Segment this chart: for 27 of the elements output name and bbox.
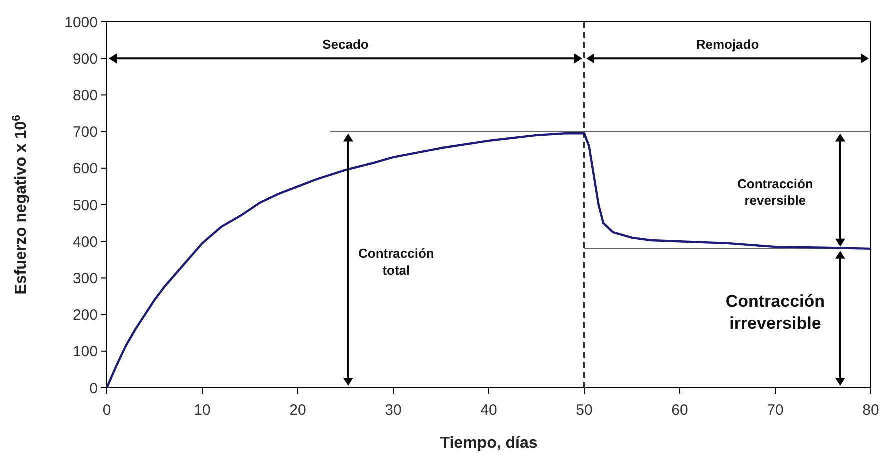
y-tick-label: 400 <box>72 234 98 251</box>
annotation: Secado <box>322 37 369 52</box>
x-tick-label: 0 <box>102 402 112 419</box>
y-tick-label: 700 <box>72 124 98 142</box>
x-tick-label: 80 <box>862 402 880 419</box>
annotation: Remojado <box>696 37 760 52</box>
y-tick-label: 800 <box>72 87 98 104</box>
y-tick-label: 500 <box>72 197 98 214</box>
y-tick-label: 0 <box>90 380 98 398</box>
y-tick-label: 600 <box>72 160 98 178</box>
y-tick-label: 100 <box>72 344 98 361</box>
y-tick-label: 900 <box>72 50 98 68</box>
y-tick-label: 200 <box>72 307 98 324</box>
y-tick-label: 1000 <box>64 14 98 32</box>
x-tick-label: 70 <box>767 402 784 419</box>
x-tick-label: 10 <box>194 402 211 419</box>
annotation: Contracción reversible <box>738 176 814 208</box>
x-tick-label: 20 <box>290 402 306 419</box>
x-tick-label: 60 <box>672 402 688 419</box>
annotation: Contracción irreversible <box>726 292 826 333</box>
line-series <box>106 132 872 390</box>
x-tick-label: 40 <box>480 402 498 419</box>
x-tick-label: 50 <box>576 402 593 419</box>
y-tick-label: 300 <box>72 270 98 288</box>
annotation: Contracción total <box>358 246 434 278</box>
x-axis-title: Tiempo, días <box>440 435 538 452</box>
x-tick-label: 30 <box>385 402 402 419</box>
